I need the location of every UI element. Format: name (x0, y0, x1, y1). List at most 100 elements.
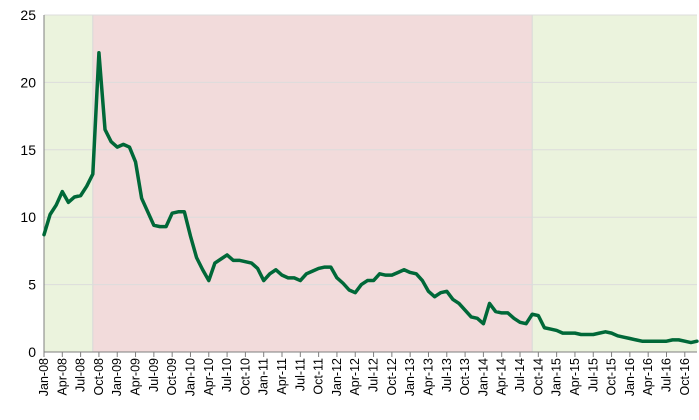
data-point-2014-12 (549, 327, 552, 331)
data-point-2011-12 (329, 265, 333, 269)
x-tick-label-Oct-12: Oct-12 (385, 358, 399, 396)
data-point-2009-08 (158, 225, 162, 228)
x-tick-label-Oct-16: Oct-16 (678, 358, 692, 396)
data-point-2011-11 (323, 265, 326, 269)
data-point-2011-07 (299, 279, 302, 282)
data-point-2009-06 (146, 210, 149, 214)
y-axis-tick-labels: 0 5 10 15 20 25 (20, 7, 36, 360)
data-point-2010-06 (219, 257, 223, 261)
x-tick-label-Apr-08: Apr-08 (55, 358, 69, 396)
x-tick-label-Jan-16: Jan-16 (623, 358, 637, 396)
data-point-2013-09 (457, 302, 461, 305)
x-tick-label-Jul-09: Jul-09 (147, 358, 161, 392)
data-point-2012-10 (390, 273, 394, 277)
data-point-2014-01 (482, 322, 485, 325)
data-point-2012-06 (366, 279, 369, 282)
data-point-2014-11 (543, 326, 546, 329)
data-point-2015-11 (616, 334, 619, 338)
x-tick-label-Jan-13: Jan-13 (403, 358, 417, 396)
data-point-2010-10 (244, 260, 247, 263)
data-point-2012-03 (347, 288, 351, 292)
data-point-2015-10 (610, 331, 613, 335)
x-tick-label-Jul-08: Jul-08 (74, 358, 88, 392)
x-tick-label-Oct-14: Oct-14 (531, 358, 545, 396)
x-tick-label-Jan-09: Jan-09 (110, 358, 124, 396)
data-point-2013-05 (433, 295, 436, 298)
data-point-2016-05 (653, 340, 656, 343)
data-point-2011-05 (286, 276, 290, 280)
data-point-2010-11 (250, 261, 253, 265)
data-point-2014-03 (494, 310, 497, 313)
data-point-2010-05 (213, 261, 217, 265)
data-point-2011-03 (274, 268, 278, 271)
x-tick-label-Jul-10: Jul-10 (220, 358, 234, 392)
data-point-2016-06 (659, 340, 662, 343)
y-tick-label-15: 15 (20, 142, 36, 158)
data-point-2009-11 (177, 210, 180, 214)
data-point-2011-06 (293, 276, 296, 280)
data-point-2014-05 (506, 311, 510, 315)
data-point-2016-09 (677, 338, 680, 342)
data-point-2012-09 (384, 273, 387, 277)
data-point-2008-02 (48, 213, 52, 216)
y-tick-label-5: 5 (28, 277, 36, 293)
data-point-2015-05 (579, 333, 583, 336)
data-point-2008-04 (61, 190, 64, 193)
data-point-2016-12 (695, 340, 699, 343)
data-point-2010-08 (231, 259, 235, 262)
data-point-2011-01 (262, 279, 265, 282)
x-tick-label-Jul-15: Jul-15 (586, 358, 600, 392)
data-point-2016-01 (628, 337, 632, 340)
data-point-2016-03 (640, 340, 644, 343)
y-tick-label-10: 10 (20, 209, 36, 225)
shaded-region-3 (532, 15, 697, 352)
data-point-2009-03 (128, 145, 131, 149)
data-point-2015-06 (585, 333, 589, 336)
data-point-2010-03 (201, 268, 204, 271)
series-group (42, 50, 699, 345)
x-tick-label-Oct-15: Oct-15 (605, 358, 619, 396)
data-point-2013-07 (445, 290, 448, 293)
x-tick-label-Apr-09: Apr-09 (129, 358, 143, 396)
x-tick-label-Jan-10: Jan-10 (183, 358, 197, 396)
data-point-2010-07 (225, 253, 229, 257)
x-tick-label-Apr-14: Apr-14 (495, 358, 509, 396)
x-axis: Jan-08 Apr-08 Jul-08 Oct-08 Jan-09 Apr-09 Jul-… (37, 15, 697, 396)
data-point-2014-09 (531, 313, 534, 316)
data-point-2015-03 (567, 331, 571, 335)
data-point-2008-07 (79, 194, 82, 197)
x-tick-label-Oct-11: Oct-11 (312, 358, 326, 395)
shaded-region-1 (44, 15, 93, 352)
data-point-2014-06 (512, 317, 516, 320)
data-point-2012-12 (402, 268, 406, 271)
data-point-2009-01 (116, 145, 119, 149)
data-point-2014-08 (524, 322, 528, 325)
data-point-2009-02 (122, 143, 125, 146)
data-point-2013-08 (451, 298, 455, 301)
x-tick-label-Apr-11: Apr-11 (275, 358, 289, 395)
x-tick-label-Apr-15: Apr-15 (568, 358, 582, 396)
data-point-2008-05 (67, 201, 70, 204)
y-tick-label-25: 25 (20, 7, 36, 23)
y-tick-label-0: 0 (28, 344, 36, 360)
x-tick-label-Jan-12: Jan-12 (330, 358, 344, 396)
x-tick-label-Jul-16: Jul-16 (659, 358, 673, 392)
x-tick-label-Jan-11: Jan-11 (257, 358, 271, 395)
data-point-2012-05 (360, 283, 363, 286)
data-point-2013-12 (476, 317, 479, 320)
data-point-2013-06 (439, 291, 442, 294)
x-tick-label-Oct-13: Oct-13 (458, 358, 472, 396)
data-point-2008-03 (55, 203, 58, 207)
data-point-2015-12 (622, 335, 625, 339)
data-point-2016-04 (646, 340, 650, 343)
data-point-2012-07 (372, 279, 375, 282)
data-point-2008-10 (97, 51, 101, 54)
data-point-2008-01 (42, 233, 46, 236)
data-point-2011-10 (317, 267, 320, 270)
data-point-2011-04 (280, 273, 284, 277)
data-point-2009-09 (164, 225, 168, 228)
gridlines (44, 14, 697, 286)
data-point-2013-01 (408, 271, 412, 274)
data-point-2016-08 (671, 338, 674, 342)
